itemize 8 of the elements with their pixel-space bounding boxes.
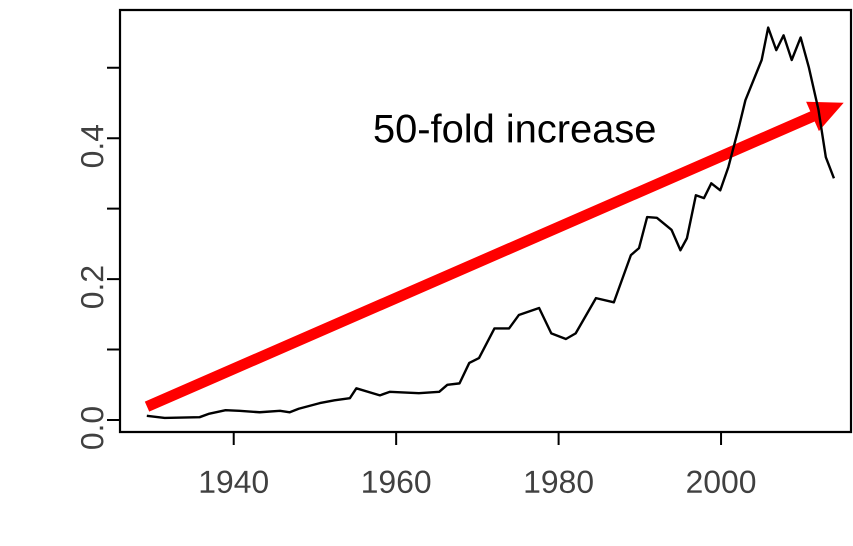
y-tick-label: 0.4 [80,124,104,168]
y-tick-label: 0.2 [80,266,104,308]
x-tick-label: 2000 [687,470,756,494]
x-tick-label: 1960 [363,470,430,494]
x-tick-label: 1980 [526,470,593,494]
x-tick-label: 1940 [200,470,268,494]
annotation: 50-fold increase [374,114,655,143]
y-tick-label: 0.0 [80,407,104,449]
